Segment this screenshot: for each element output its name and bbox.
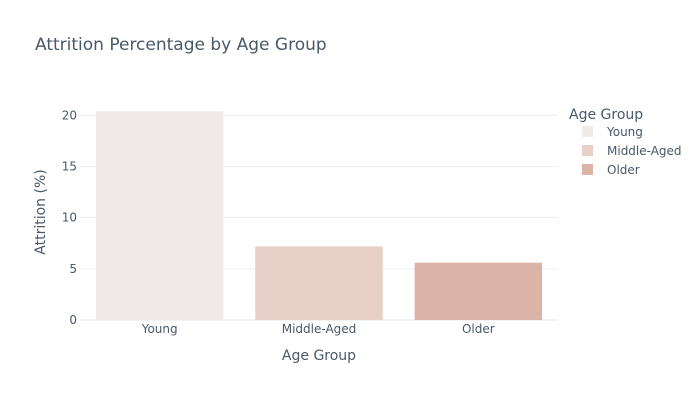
legend-swatch[interactable]: [582, 126, 593, 137]
legend-items: Young Middle-Aged Older: [582, 125, 682, 177]
legend-swatch[interactable]: [582, 145, 593, 156]
bar-young[interactable]: [95, 111, 224, 320]
legend-label[interactable]: Older: [607, 163, 640, 177]
bar-older[interactable]: [414, 262, 543, 320]
y-tick-label: 15: [62, 160, 77, 174]
bars: [95, 111, 543, 320]
y-tick-label: 20: [62, 108, 77, 122]
x-axis-title: Age Group: [282, 348, 356, 364]
legend: Age Group Young Middle-Aged Older: [569, 107, 682, 177]
y-tick-labels: 0 5 10 15 20: [62, 108, 77, 327]
legend-swatch[interactable]: [582, 164, 593, 175]
legend-label[interactable]: Young: [606, 125, 643, 139]
x-tick-label: Young: [141, 322, 178, 336]
legend-title: Age Group: [569, 107, 643, 123]
x-tick-label: Middle-Aged: [282, 322, 357, 336]
legend-label[interactable]: Middle-Aged: [607, 144, 682, 158]
x-tick-label: Older: [462, 322, 495, 336]
y-tick-label: 10: [62, 211, 77, 225]
y-tick-label: 5: [69, 262, 77, 276]
y-tick-label: 0: [69, 313, 77, 327]
x-tick-labels: Young Middle-Aged Older: [141, 322, 495, 336]
y-axis-title: Attrition (%): [33, 169, 49, 254]
chart-title: Attrition Percentage by Age Group: [35, 35, 327, 55]
bar-middle-aged[interactable]: [255, 246, 383, 320]
